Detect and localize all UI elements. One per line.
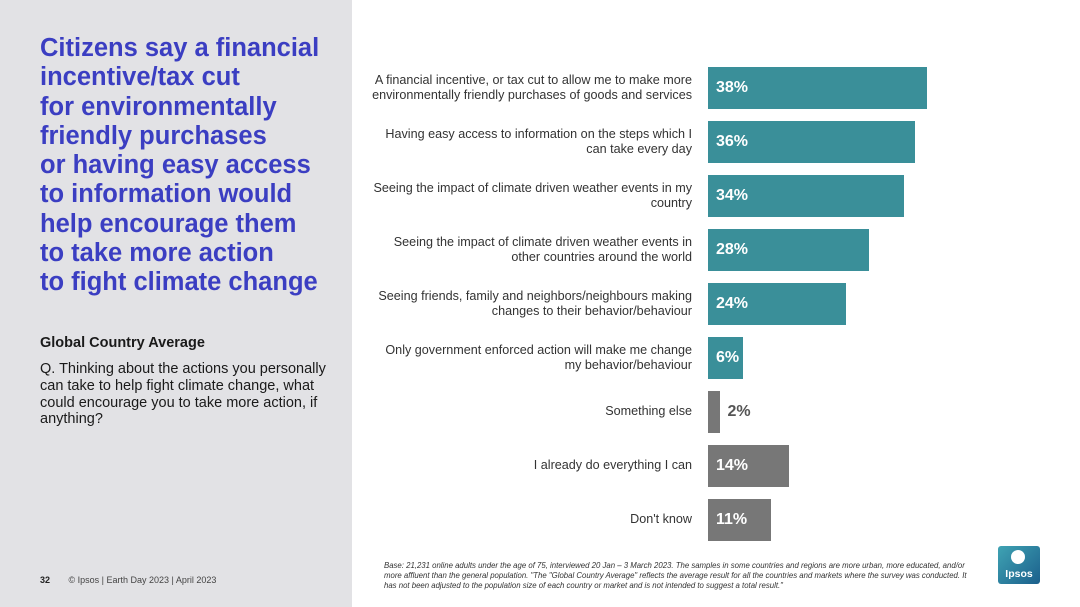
category-label: Seeing the impact of climate driven weat… (393, 234, 692, 265)
value-label: 14% (716, 457, 749, 474)
page-number: 32 (40, 575, 51, 585)
logo-dot-icon (1011, 550, 1025, 564)
category-label: Seeing friends, family and neighbors/nei… (378, 288, 692, 319)
value-label: 2% (727, 403, 751, 420)
bar (708, 175, 904, 217)
value-label: 34% (716, 187, 749, 204)
bar (708, 445, 789, 487)
value-label: 6% (716, 349, 740, 366)
bar (708, 67, 927, 109)
value-label: 36% (716, 133, 749, 150)
category-label: A financial incentive, or tax cut to all… (372, 72, 692, 103)
value-label: 11% (716, 511, 748, 528)
category-label: Something else (605, 404, 692, 418)
value-label: 28% (716, 241, 749, 258)
logo-text: Ipsos (1005, 568, 1033, 580)
category-label: Having easy access to information on the… (385, 126, 692, 157)
survey-question: Q. Thinking about the actions you person… (40, 361, 326, 428)
headline: Citizens say a financial incentive/tax c… (40, 34, 320, 297)
bar (708, 499, 772, 541)
category-label: I already do everything I can (533, 458, 692, 472)
category-label: Only government enforced action will mak… (385, 342, 692, 373)
footer-credit: © Ipsos | Earth Day 2023 | April 2023 (68, 575, 217, 585)
bar (708, 337, 743, 379)
bar (708, 121, 915, 163)
category-label: Seeing the impact of climate driven weat… (373, 180, 693, 211)
bar (708, 283, 846, 325)
bar (708, 391, 720, 433)
sub-heading: Global Country Average (40, 335, 205, 351)
footer: 32 © Ipsos | Earth Day 2023 | April 2023 (40, 575, 216, 585)
base-note: Base: 21,231 online adults under the age… (384, 561, 967, 591)
bar (708, 229, 869, 271)
ipsos-logo: Ipsos (998, 546, 1040, 584)
value-label: 24% (716, 295, 749, 312)
bar-chart: A financial incentive, or tax cut to all… (352, 0, 1080, 560)
value-label: 38% (716, 79, 749, 96)
category-label: Don't know (630, 512, 692, 526)
left-panel: Citizens say a financial incentive/tax c… (0, 0, 352, 607)
